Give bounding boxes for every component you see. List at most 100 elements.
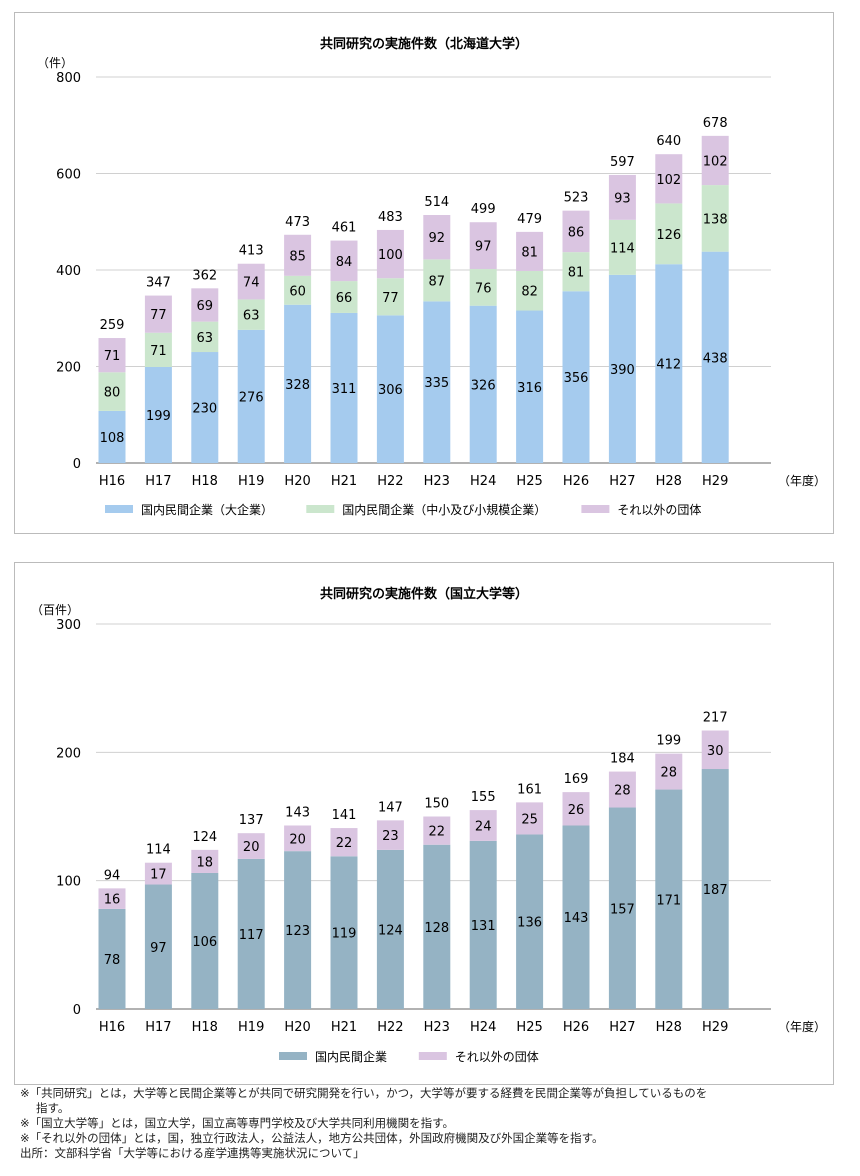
bar-segment-1 xyxy=(516,834,544,1009)
legend-label: 国内民間企業（中小及び小規模企業） xyxy=(342,502,546,517)
data-label: 356 xyxy=(564,371,589,386)
bar-segment-2 xyxy=(701,730,729,770)
data-label: 143 xyxy=(564,911,589,926)
bar-segment-1 xyxy=(330,856,358,1009)
x-axis-unit: （年度） xyxy=(778,1019,826,1034)
data-label: 71 xyxy=(150,344,167,359)
y-tick-label: 600 xyxy=(56,168,81,183)
y-tick-label: 200 xyxy=(56,361,81,376)
bar-segment-1 xyxy=(376,315,404,463)
data-label: 335 xyxy=(424,376,449,391)
data-label: 81 xyxy=(568,266,585,281)
bar-segment-1 xyxy=(376,849,404,1009)
x-tick-label: H18 xyxy=(192,1020,218,1035)
data-label: 93 xyxy=(614,191,631,206)
bar-segment-1 xyxy=(701,251,729,463)
total-label: 347 xyxy=(146,276,171,291)
total-label: 483 xyxy=(378,210,403,225)
bar-segment-2 xyxy=(423,259,451,302)
x-tick-label: H22 xyxy=(377,1020,403,1035)
total-label: 413 xyxy=(239,244,264,259)
data-label: 119 xyxy=(332,927,357,942)
x-tick-label: H19 xyxy=(238,1020,264,1035)
x-tick-label: H29 xyxy=(702,1020,728,1035)
x-tick-label: H23 xyxy=(424,474,450,489)
x-axis-unit: （年度） xyxy=(778,473,826,488)
note-1: ※「共同研究」とは，大学等と民間企業等とが共同で研究開発を行い，かつ，大学等が要… xyxy=(20,1086,708,1100)
bar-segment-1 xyxy=(608,274,636,463)
bar-segment-3 xyxy=(562,210,590,253)
x-tick-label: H25 xyxy=(516,474,542,489)
total-label: 597 xyxy=(610,155,635,170)
bar-segment-1 xyxy=(98,908,126,1009)
bar-segment-3 xyxy=(655,154,683,204)
x-tick-label: H21 xyxy=(331,474,357,489)
data-label: 390 xyxy=(610,363,635,378)
legend-swatch xyxy=(306,505,335,513)
bar-segment-1 xyxy=(655,264,683,463)
total-label: 124 xyxy=(192,830,217,845)
total-label: 147 xyxy=(378,800,403,815)
data-label: 171 xyxy=(656,893,681,908)
x-tick-label: H25 xyxy=(516,1020,542,1035)
total-label: 155 xyxy=(471,790,496,805)
bar-segment-1 xyxy=(701,769,729,1009)
x-tick-label: H27 xyxy=(609,1020,635,1035)
note-2: ※「国立大学等」とは，国立大学，国立高等専門学校及び大学共同利用機関を指す。 xyxy=(20,1116,454,1130)
bar-segment-2 xyxy=(562,252,590,292)
x-tick-label: H24 xyxy=(470,1020,496,1035)
total-label: 161 xyxy=(517,782,542,797)
x-tick-label: H26 xyxy=(563,474,589,489)
data-label: 74 xyxy=(243,276,260,291)
bar-segment-1 xyxy=(469,305,497,463)
total-label: 473 xyxy=(285,215,310,230)
bar-segment-2 xyxy=(423,816,451,845)
data-label: 82 xyxy=(521,285,538,300)
bar-segment-2 xyxy=(608,219,636,275)
data-label: 124 xyxy=(378,923,403,938)
chart-hokkaido: 共同研究の実施件数（北海道大学） （件） 0 200 400 600 800 108 80 71 2… xyxy=(14,12,834,534)
data-label: 157 xyxy=(610,902,635,917)
bar-segment-2 xyxy=(284,825,312,852)
total-label: 184 xyxy=(610,752,635,767)
x-tick-label: H20 xyxy=(284,474,310,489)
data-label: 102 xyxy=(656,173,681,188)
bar-segment-2 xyxy=(516,270,544,311)
data-label: 77 xyxy=(382,291,399,306)
bar-segment-3 xyxy=(423,214,451,260)
y-tick-label: 300 xyxy=(56,618,81,633)
bar-segment-3 xyxy=(516,231,544,271)
bar-segment-3 xyxy=(144,295,172,333)
bar-segment-2 xyxy=(701,185,729,252)
y-tick-label: 200 xyxy=(56,746,81,761)
data-label: 84 xyxy=(336,255,353,270)
note-3: ※「それ以外の団体」とは，国，独立行政法人，公益法人，地方公共団体，外国政府機関… xyxy=(20,1131,604,1145)
data-label: 306 xyxy=(378,383,403,398)
data-label: 131 xyxy=(471,919,496,934)
data-label: 438 xyxy=(703,351,728,366)
bar-segment-1 xyxy=(237,329,265,463)
bar-segment-1 xyxy=(655,789,683,1009)
bar-segment-1 xyxy=(562,291,590,463)
data-label: 30 xyxy=(707,744,724,759)
data-label: 26 xyxy=(568,803,585,818)
data-label: 22 xyxy=(336,836,353,851)
x-tick-label: H17 xyxy=(145,1020,171,1035)
bar-segment-1 xyxy=(423,844,451,1009)
bar-segment-2 xyxy=(98,888,126,909)
data-label: 126 xyxy=(656,228,681,243)
bar-segment-3 xyxy=(376,229,404,279)
bar-segment-2 xyxy=(144,332,172,367)
total-label: 362 xyxy=(192,268,217,283)
bar-segment-3 xyxy=(284,234,312,276)
x-tick-label: H29 xyxy=(702,474,728,489)
x-tick-label: H28 xyxy=(656,1020,682,1035)
legend-swatch xyxy=(105,505,133,513)
total-label: 150 xyxy=(424,797,449,812)
data-label: 136 xyxy=(517,916,542,931)
total-label: 678 xyxy=(703,116,728,131)
data-label: 76 xyxy=(475,281,492,296)
data-label: 412 xyxy=(656,358,681,373)
data-label: 16 xyxy=(104,893,121,908)
x-tick-label: H18 xyxy=(192,474,218,489)
